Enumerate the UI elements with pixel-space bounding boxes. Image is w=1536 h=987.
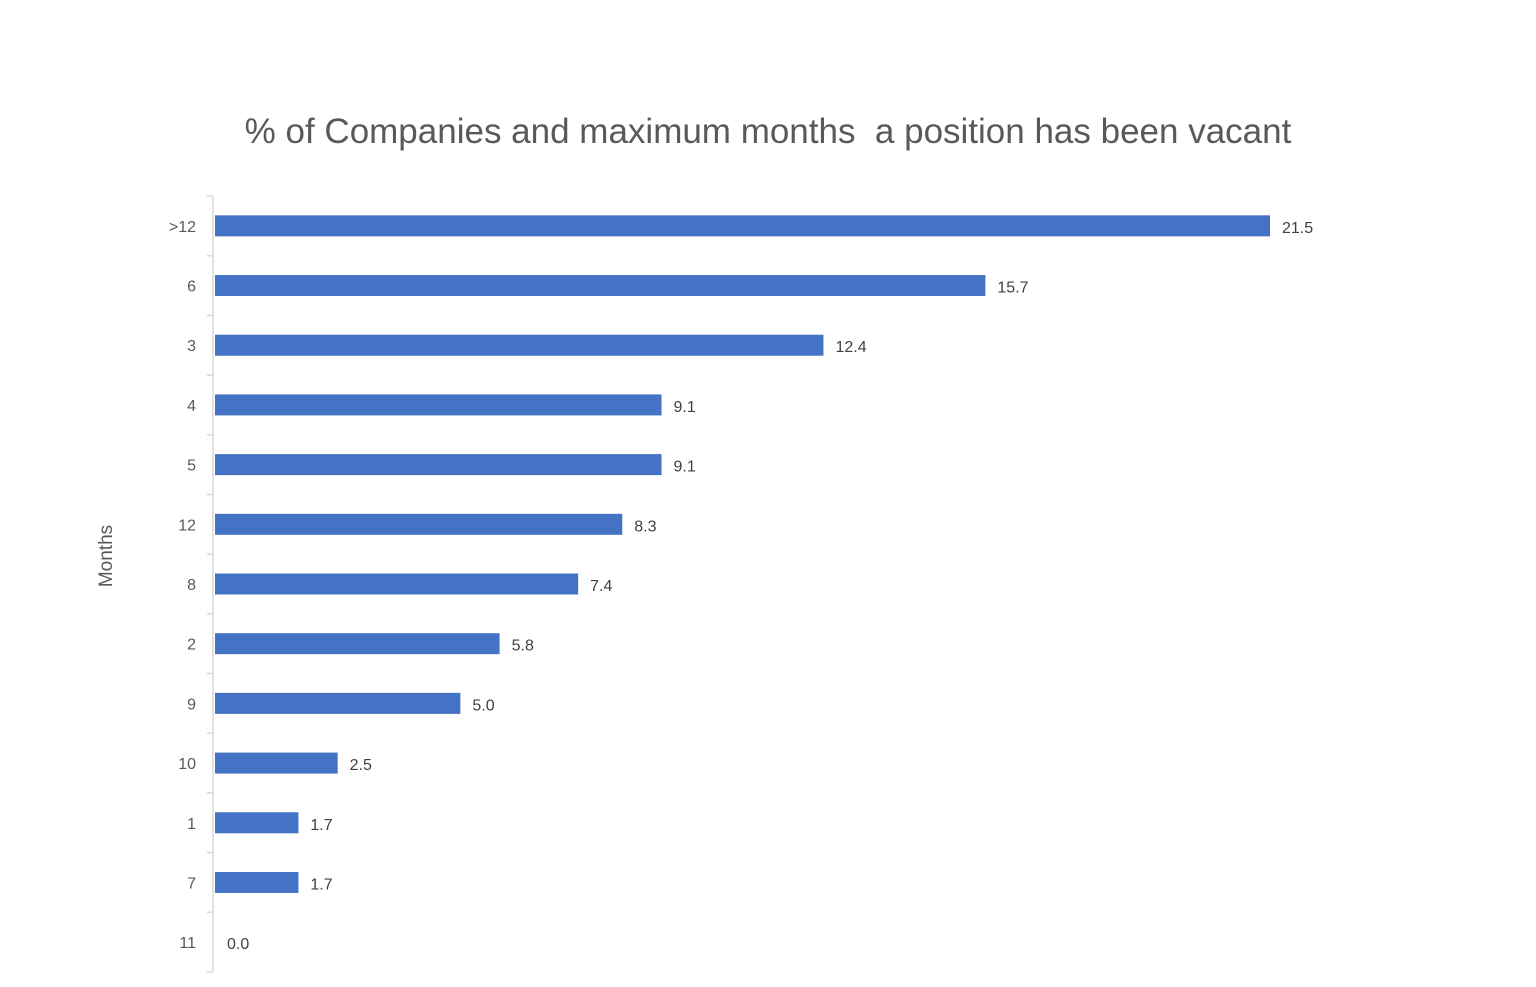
axis-group (207, 195, 214, 973)
data-label: 9.1 (674, 399, 696, 416)
data-label: 1.7 (310, 817, 332, 834)
bar-8 (215, 573, 579, 595)
y-tick-label: 10 (178, 756, 196, 773)
y-tick-label: 4 (187, 398, 196, 415)
bars-group (215, 215, 1270, 893)
y-tick-label: >12 (169, 219, 196, 236)
y-tick-label: 6 (187, 279, 196, 296)
bar-5 (215, 454, 662, 476)
bar-7 (215, 871, 299, 893)
bar-2 (215, 633, 500, 655)
data-label: 12.4 (835, 339, 866, 356)
y-tick-label: 11 (179, 935, 196, 952)
data-label: 7.4 (590, 578, 612, 595)
bar->12 (215, 215, 1270, 237)
bar-1 (215, 812, 299, 834)
y-tick-label: 12 (178, 517, 196, 534)
bar-9 (215, 692, 461, 714)
chart-title: % of Companies and maximum months a posi… (244, 112, 1292, 151)
data-label: 9.1 (674, 459, 696, 476)
y-tick-label: 2 (187, 637, 196, 654)
tick-labels-group: >12 6 3 4 5 12 8 2 9 10 1 7 11 (169, 219, 196, 952)
data-label: 1.7 (310, 876, 332, 893)
bar-3 (215, 334, 824, 356)
y-tick-label: 8 (187, 577, 196, 594)
bar-10 (215, 752, 338, 774)
y-tick-label: 1 (187, 816, 196, 833)
bar-4 (215, 394, 662, 416)
y-tick-label: 3 (187, 338, 196, 355)
y-tick-label: 5 (187, 458, 196, 475)
data-label: 5.0 (472, 697, 494, 714)
data-label: 5.8 (512, 638, 534, 655)
data-label: 8.3 (634, 518, 656, 535)
y-axis-title: Months (96, 525, 117, 587)
data-label: 0.0 (227, 936, 249, 953)
bar-12 (215, 513, 623, 535)
data-labels-group: 21.5 15.7 12.4 9.1 9.1 8.3 7.4 5.8 5.0 2.5 1.7 1.7 0… (227, 220, 1313, 953)
data-label: 21.5 (1282, 220, 1313, 237)
bar-6 (215, 275, 986, 297)
y-tick-label: 7 (187, 875, 196, 892)
data-label: 2.5 (350, 757, 372, 774)
y-tick-label: 9 (187, 696, 196, 713)
data-label: 15.7 (997, 280, 1028, 297)
